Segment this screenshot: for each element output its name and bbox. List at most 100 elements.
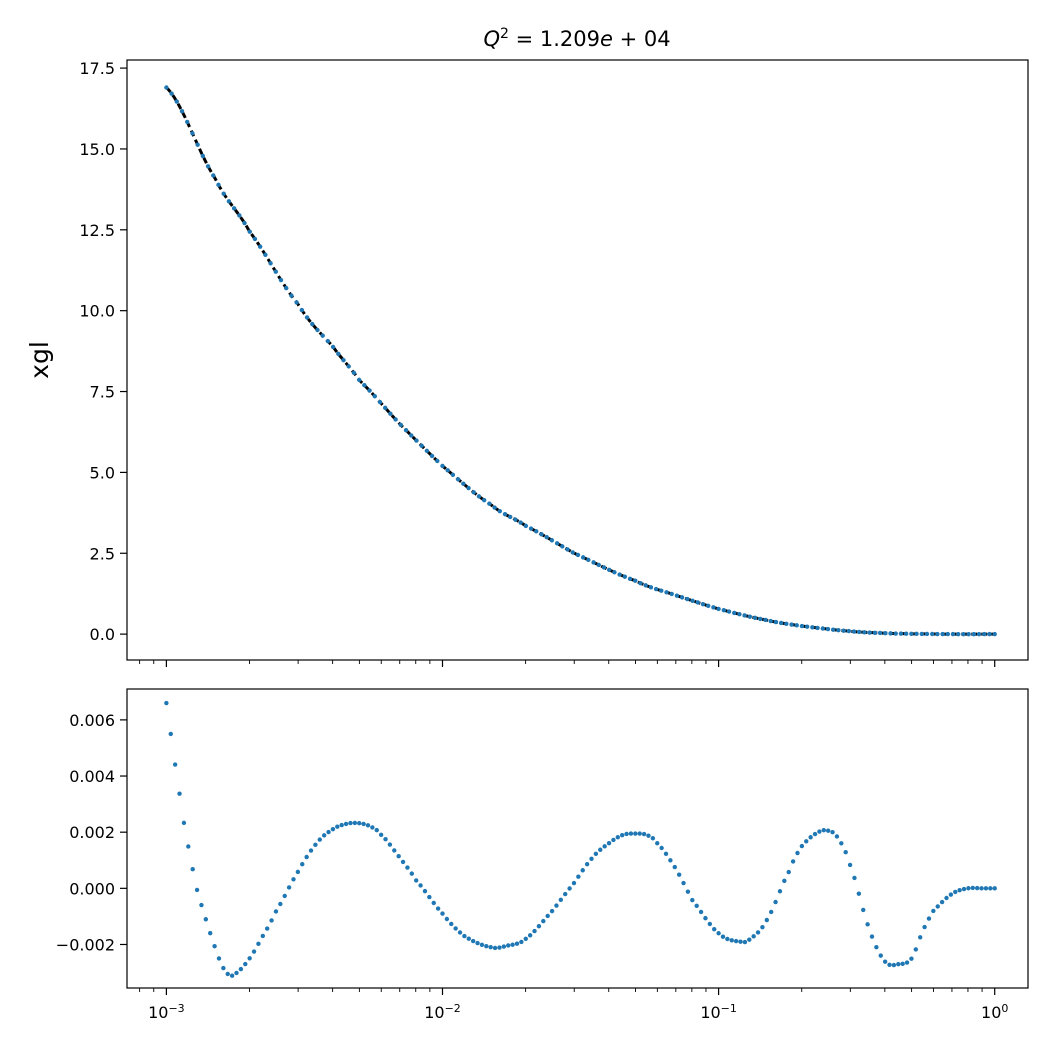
residual-point — [939, 899, 945, 905]
data-point — [799, 623, 805, 629]
residual-point — [269, 918, 274, 923]
data-point — [216, 182, 221, 188]
data-point — [455, 477, 461, 482]
y-tick-label: 7.5 — [90, 383, 115, 402]
residual-point — [199, 902, 204, 908]
residual-point — [966, 886, 971, 891]
data-point — [758, 616, 763, 622]
data-point — [945, 631, 951, 637]
data-point — [205, 164, 211, 169]
residual-point — [619, 833, 625, 838]
data-point — [284, 285, 289, 291]
residual-point — [974, 885, 980, 891]
residual-point — [321, 833, 327, 838]
data-point — [586, 557, 591, 563]
residual-point — [580, 868, 585, 873]
data-point — [315, 327, 320, 333]
residual-point — [554, 903, 559, 908]
y-tick-label: 17.5 — [79, 59, 115, 78]
data-point — [763, 617, 768, 623]
residual-point — [668, 858, 673, 863]
data-point — [898, 631, 904, 636]
bottom-yticks: −0.002 0.000 0.002 0.004 0.006 — [56, 711, 127, 954]
residual-point — [637, 831, 642, 836]
data-point — [278, 277, 284, 283]
data-point — [685, 596, 690, 602]
residual-point — [440, 911, 445, 916]
data-point — [247, 229, 252, 234]
data-point — [961, 631, 966, 637]
residual-point — [755, 930, 761, 935]
residual-point — [264, 926, 270, 931]
data-point — [638, 580, 643, 586]
residual-point — [361, 821, 366, 827]
residual-point — [764, 917, 770, 923]
residual-point — [186, 844, 191, 849]
x-tick-label: 10−2 — [424, 1002, 461, 1023]
data-point — [877, 630, 883, 636]
residual-point — [541, 918, 546, 924]
residual-point — [352, 820, 358, 826]
data-point — [471, 490, 476, 495]
data-point — [580, 555, 586, 560]
residual-point — [216, 956, 222, 961]
residual-point — [177, 791, 182, 796]
residual-point — [874, 944, 879, 950]
residual-point — [733, 938, 739, 944]
data-point — [310, 321, 315, 327]
data-point — [976, 631, 982, 637]
residual-point — [348, 820, 353, 826]
residual-point — [712, 926, 717, 932]
residual-point — [523, 936, 528, 941]
data-point — [607, 567, 612, 573]
data-point — [705, 603, 711, 608]
residual-point — [948, 892, 954, 897]
residual-point — [278, 901, 283, 907]
y-tick-label: 10.0 — [79, 302, 115, 321]
residual-point — [392, 848, 397, 853]
residual-point — [247, 956, 252, 961]
data-point — [185, 119, 190, 125]
residual-point — [286, 885, 292, 890]
data-point — [929, 631, 935, 637]
residual-point — [383, 837, 388, 842]
data-point — [466, 485, 471, 491]
residual-point — [808, 835, 813, 840]
residual-point — [747, 937, 752, 942]
residual-point — [663, 851, 669, 857]
residual-point — [172, 762, 178, 767]
data-point — [221, 191, 226, 196]
data-point — [336, 351, 341, 357]
residual-point — [624, 831, 629, 837]
data-point — [690, 598, 695, 603]
residual-point — [243, 961, 248, 967]
data-point — [414, 438, 419, 443]
residual-point — [251, 949, 257, 954]
top-yticks: 0.0 2.5 5.0 7.5 10.0 12.5 15.0 17.5 — [79, 59, 127, 644]
residual-point — [606, 840, 612, 846]
residual-point — [891, 962, 897, 968]
data-point — [268, 261, 273, 266]
data-point — [653, 586, 659, 592]
data-point — [601, 565, 607, 570]
data-point — [924, 631, 930, 637]
residual-point — [418, 883, 423, 888]
data-point — [560, 544, 565, 549]
data-point — [627, 576, 633, 581]
data-point — [810, 625, 815, 630]
data-point — [481, 497, 487, 503]
residual-point — [922, 924, 927, 930]
residual-point — [878, 953, 883, 958]
residual-point — [343, 821, 349, 827]
residual-point — [821, 827, 826, 833]
data-point — [341, 357, 346, 363]
x-tick-label: 100 — [981, 1002, 1008, 1023]
residual-point — [790, 859, 796, 864]
residual-point — [475, 940, 480, 946]
residual-point — [584, 861, 590, 867]
residual-point — [335, 824, 340, 829]
residual-point — [681, 880, 686, 886]
residual-point — [357, 820, 362, 826]
